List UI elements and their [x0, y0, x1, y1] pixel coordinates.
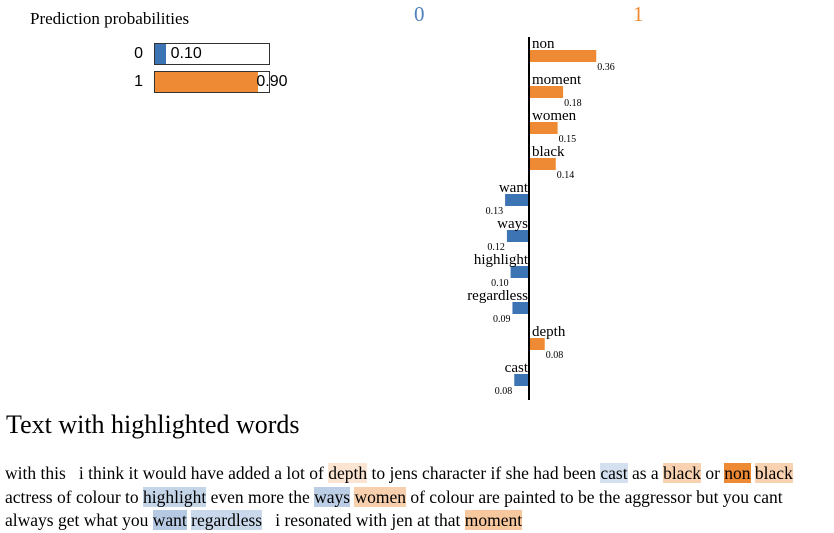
- class-header-0: 0: [414, 2, 425, 26]
- feature-bar-cast: [514, 374, 529, 386]
- text-segment: i resonated with jen at that: [262, 510, 465, 530]
- feature-label-moment: moment: [532, 72, 582, 88]
- highlighted-word-moment: moment: [464, 510, 523, 530]
- feature-bar-regardless: [512, 302, 529, 314]
- text-segment: actress of colour to: [5, 463, 798, 507]
- feature-label-non: non: [532, 36, 555, 52]
- probability-value-1: 0.90: [256, 73, 288, 90]
- feature-bar-non: [530, 50, 597, 62]
- feature-label-black: black: [532, 144, 565, 160]
- feature-value-moment: 0.18: [564, 98, 582, 109]
- feature-label-ways: ways: [497, 216, 528, 232]
- highlighted-text-body: with this i think it would have added a …: [5, 462, 831, 533]
- probability-value-0: 0.10: [170, 45, 202, 62]
- highlighted-word-non: non: [724, 463, 751, 483]
- feature-bar-black: [530, 158, 556, 170]
- feature-label-women: women: [532, 108, 577, 124]
- class-label-1: 1: [134, 73, 143, 90]
- highlighted-word-want: want: [152, 510, 187, 530]
- highlighted-word-black: black: [754, 463, 793, 483]
- feature-label-depth: depth: [532, 324, 566, 340]
- feature-bar-women: [530, 122, 558, 134]
- text-segment: as a: [627, 463, 664, 483]
- highlighted-word-ways: ways: [314, 486, 351, 507]
- feature-value-want: 0.13: [486, 206, 504, 217]
- highlighted-text-title: Text with highlighted words: [6, 410, 300, 439]
- feature-bar-want: [505, 194, 529, 206]
- feature-bar-moment: [530, 86, 564, 98]
- highlighted-word-regardless: regardless: [191, 510, 263, 530]
- highlighted-word-black: black: [663, 463, 701, 483]
- highlighted-word-cast: cast: [600, 463, 628, 483]
- text-segment: to jens character if she had been: [367, 463, 601, 483]
- probability-bar-1: [154, 71, 270, 93]
- feature-value-women: 0.15: [559, 134, 577, 145]
- highlighted-word-highlight: highlight: [143, 486, 207, 507]
- feature-value-regardless: 0.09: [493, 314, 511, 325]
- highlighted-word-depth: depth: [328, 463, 368, 483]
- feature-bar-depth: [530, 338, 545, 350]
- feature-label-want: want: [499, 180, 529, 196]
- text-segment: of colour are painted to be the aggresso…: [5, 486, 787, 531]
- probability-bar-0: [154, 43, 270, 65]
- feature-value-non: 0.36: [597, 62, 615, 73]
- text-segment: even more the: [206, 486, 315, 507]
- probability-fill-0: [155, 44, 167, 64]
- text-segment: or: [700, 463, 725, 483]
- feature-value-black: 0.14: [557, 170, 575, 181]
- text-segment: with this i think it would have added a …: [5, 463, 329, 483]
- feature-bar-highlight: [510, 266, 529, 278]
- feature-label-cast: cast: [505, 360, 529, 376]
- feature-label-regardless: regardless: [467, 288, 528, 304]
- prediction-probabilities-title: Prediction probabilities: [30, 9, 190, 28]
- feature-value-depth: 0.08: [546, 350, 564, 361]
- class-label-0: 0: [134, 45, 143, 62]
- class-header-1: 1: [633, 2, 644, 26]
- feature-label-highlight: highlight: [474, 252, 529, 268]
- feature-value-ways: 0.12: [487, 242, 505, 253]
- feature-bar-ways: [506, 230, 529, 242]
- feature-value-highlight: 0.10: [491, 278, 509, 289]
- feature-value-cast: 0.08: [495, 386, 513, 397]
- highlighted-word-women: women: [354, 486, 406, 507]
- probability-fill-1: [155, 72, 258, 92]
